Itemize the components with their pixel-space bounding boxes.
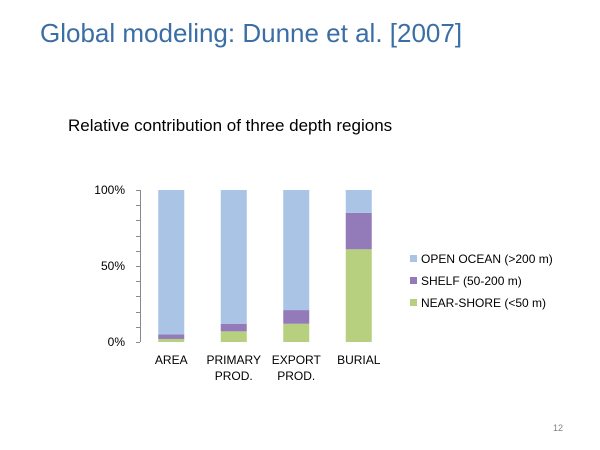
chart-title: Relative contribution of three depth reg… bbox=[68, 116, 393, 135]
legend-label: OPEN OCEAN (>200 m) bbox=[421, 252, 553, 266]
x-tick-label: PRIMARY PROD. bbox=[207, 353, 261, 383]
page-number: 12 bbox=[552, 423, 563, 433]
slide-title: Global modeling: Dunne et al. [2007] bbox=[40, 18, 463, 48]
bar-segment bbox=[345, 190, 372, 213]
y-tick-label: 50% bbox=[101, 259, 125, 273]
bar-segment bbox=[220, 190, 247, 324]
bar-segment bbox=[158, 334, 185, 339]
legend-swatch bbox=[410, 255, 417, 262]
x-tick-label: EXPORT PROD. bbox=[272, 353, 322, 383]
bar-segment bbox=[158, 190, 185, 335]
legend-swatch bbox=[410, 277, 417, 284]
x-tick-label: AREA bbox=[155, 353, 188, 367]
bar-segment bbox=[345, 249, 372, 342]
legend-label: NEAR-SHORE (<50 m) bbox=[421, 296, 546, 310]
legend-label: SHELF (50-200 m) bbox=[421, 274, 522, 288]
x-tick-label: BURIAL bbox=[337, 353, 381, 367]
bar-segment bbox=[283, 190, 310, 311]
bar-segment bbox=[220, 323, 247, 332]
legend-swatch bbox=[410, 299, 417, 306]
bar-segment bbox=[345, 212, 372, 250]
y-tick-label: 0% bbox=[108, 335, 126, 349]
bar-segment bbox=[283, 323, 310, 342]
bar-segment bbox=[283, 310, 310, 324]
bar-segment bbox=[220, 331, 247, 342]
y-tick-label: 100% bbox=[94, 183, 125, 197]
bar-segment bbox=[158, 338, 185, 342]
